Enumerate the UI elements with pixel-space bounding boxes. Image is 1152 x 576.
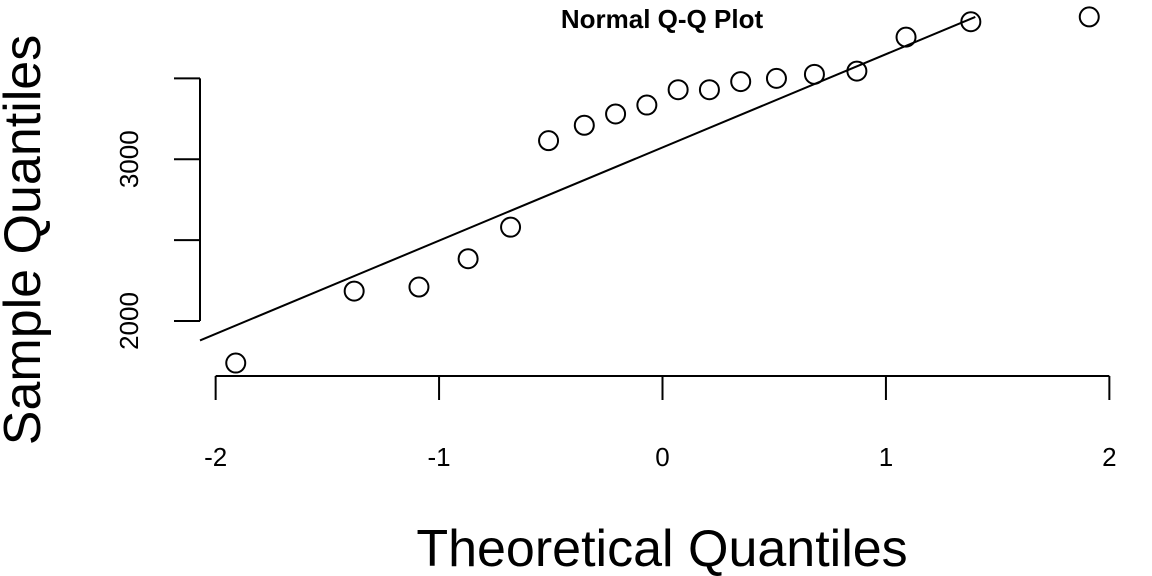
data-point xyxy=(343,280,365,302)
x-tick-label: 2 xyxy=(1102,442,1116,472)
x-tick-label: -1 xyxy=(428,442,451,472)
data-point xyxy=(538,130,560,152)
data-point xyxy=(846,60,868,82)
x-tick-label: 1 xyxy=(879,442,893,472)
x-tick-label: 0 xyxy=(655,442,669,472)
data-point xyxy=(500,216,522,238)
data-point xyxy=(765,67,787,89)
data-point xyxy=(457,248,479,270)
data-points xyxy=(225,6,1100,374)
x-tick-label: -2 xyxy=(204,442,227,472)
y-tick-label: 3000 xyxy=(114,130,144,188)
data-point xyxy=(1078,6,1100,28)
x-axis-title: Theoretical Quantiles xyxy=(416,520,907,576)
data-point xyxy=(667,79,689,101)
reference-line xyxy=(199,15,976,342)
data-point xyxy=(408,276,430,298)
y-axis-title: Sample Quantiles xyxy=(0,35,52,445)
data-point xyxy=(225,352,247,374)
chart-title: Normal Q-Q Plot xyxy=(561,4,764,34)
y-tick-label: 2000 xyxy=(114,292,144,350)
data-point xyxy=(895,26,917,48)
x-axis: -2 -1 0 1 2 xyxy=(204,375,1117,472)
data-point xyxy=(636,94,658,116)
data-point xyxy=(605,103,627,125)
data-point xyxy=(730,71,752,93)
data-point xyxy=(573,114,595,136)
data-point xyxy=(698,79,720,101)
data-point xyxy=(803,63,825,85)
data-point xyxy=(960,11,982,33)
reference-line-group xyxy=(199,15,976,342)
y-axis: 2000 3000 xyxy=(114,77,201,350)
